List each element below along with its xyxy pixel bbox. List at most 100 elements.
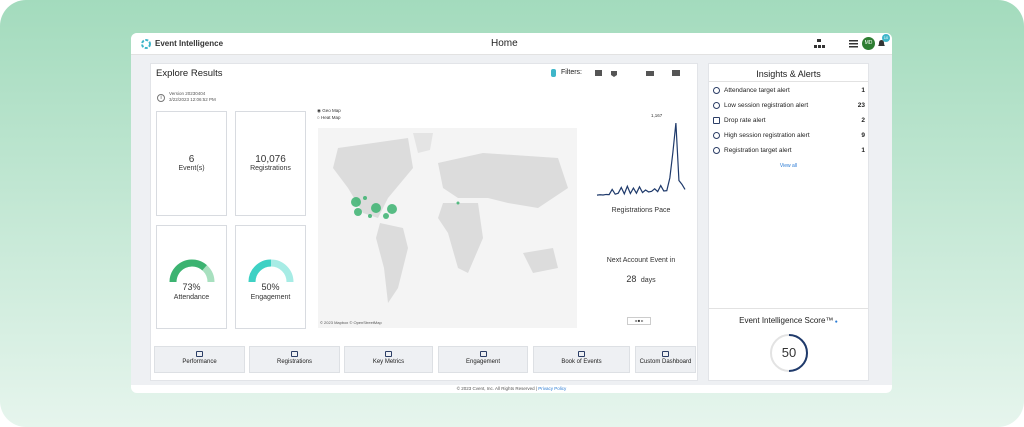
version: Version 20230404 xyxy=(169,91,206,96)
footer xyxy=(131,385,892,393)
carousel-pager[interactable]: ◂ ■ ▸ xyxy=(627,317,651,325)
gauge-value: 50% xyxy=(261,282,280,292)
score-value: 50 xyxy=(782,345,796,360)
pace-line xyxy=(596,122,686,196)
explore-panel: Explore Results Filters: i Version 20230… xyxy=(150,63,698,381)
insights-title: Insights & Alerts xyxy=(756,69,821,79)
next-event-count: 28 xyxy=(626,274,637,284)
score-title: Event Intelligence Score™ xyxy=(739,316,834,325)
filter-icons[interactable] xyxy=(551,68,691,79)
alert-row[interactable]: Attendance target alert 1 xyxy=(713,85,865,99)
alert-icon xyxy=(713,117,720,124)
gauge-label: Engagement xyxy=(250,294,291,301)
gauge-label: Attendance xyxy=(173,294,210,301)
top-bar: Event Intelligence Home MD 10 xyxy=(131,33,892,55)
pace-chart xyxy=(596,122,686,196)
map-option[interactable]: ○ Heat Map xyxy=(317,115,341,120)
alert-icon xyxy=(713,87,720,94)
alert-row[interactable]: Low session registration alert 23 xyxy=(713,100,865,114)
stat-card: 6 Event(s) xyxy=(156,111,227,216)
alert-row[interactable]: Registration target alert 1 xyxy=(713,145,865,159)
info-icon[interactable]: i xyxy=(157,94,165,102)
gauge-arc xyxy=(248,259,272,283)
panel-title: Explore Results xyxy=(156,68,223,79)
privacy-link[interactable]: Privacy Policy xyxy=(538,386,567,391)
nav-label: Registrations xyxy=(276,359,312,365)
stat-value: 10,076 xyxy=(255,154,286,165)
app-name: Event Intelligence xyxy=(155,39,224,48)
alert-count: 1 xyxy=(861,87,865,94)
alert-count: 1 xyxy=(861,147,865,154)
score-title-row: Event Intelligence Score™ ● xyxy=(709,316,868,325)
gauge-card: 73% Attendance xyxy=(156,225,227,329)
gauge xyxy=(248,259,294,283)
nav-icon xyxy=(479,351,487,357)
pace-title: Registrations Pace xyxy=(611,207,671,214)
nav-label: Book of Events xyxy=(561,359,602,365)
gauge-value: 73% xyxy=(182,282,201,292)
alert-icon xyxy=(713,132,720,139)
alert-label: High session registration alert xyxy=(724,132,810,139)
nav-icon xyxy=(291,351,298,357)
nav-button[interactable]: Custom Dashboard xyxy=(635,346,696,373)
alert-label: Attendance target alert xyxy=(724,87,790,94)
nav-icon xyxy=(578,351,585,357)
score-arc xyxy=(788,334,809,372)
nav-label: Performance xyxy=(182,359,217,365)
footer-text: © 2023 Cvent, Inc. All Rights Reserved |… xyxy=(131,386,892,391)
alert-count: 23 xyxy=(857,102,865,109)
nav-label: Engagement xyxy=(465,359,501,365)
divider xyxy=(709,81,868,82)
next-event-title: Next Account Event in xyxy=(606,257,676,264)
nav-icon xyxy=(662,351,669,357)
nav-label: Custom Dashboard xyxy=(639,359,692,365)
map-option-label: Heat Map xyxy=(320,115,341,120)
stat-label: Event(s) xyxy=(178,165,205,172)
timestamp: 3/22/2023 12:06:52 PM xyxy=(169,97,216,102)
divider xyxy=(709,308,868,309)
avatar[interactable]: MD xyxy=(862,37,875,50)
alert-count: 9 xyxy=(861,132,865,139)
map-option-label: Geo Map xyxy=(322,108,341,113)
world-map: © 2023 Mapbox © OpenStreetMap xyxy=(318,128,577,328)
logo xyxy=(141,39,151,49)
copyright: © 2023 Cvent, Inc. All Rights Reserved | xyxy=(456,386,537,391)
next-event-countdown: 28 days xyxy=(591,269,691,287)
alert-icon xyxy=(713,102,720,109)
nav-button[interactable]: Performance xyxy=(154,346,245,373)
alert-row[interactable]: Drop rate alert 2 xyxy=(713,115,865,129)
view-all-link[interactable]: View all xyxy=(779,163,798,169)
gauge xyxy=(169,259,215,283)
map-attribution: © 2023 Mapbox © OpenStreetMap xyxy=(320,320,382,325)
stat-value: 6 xyxy=(188,154,195,165)
alert-row[interactable]: High session registration alert 9 xyxy=(713,130,865,144)
gauge-arc xyxy=(169,259,207,283)
insights-panel: Insights & Alerts Attendance target aler… xyxy=(708,63,869,381)
notification-badge: 10 xyxy=(882,34,890,42)
nav-button[interactable]: Registrations xyxy=(249,346,340,373)
org-menu[interactable] xyxy=(814,39,828,49)
alert-icon xyxy=(713,147,720,154)
stat-card: 10,076 Registrations xyxy=(235,111,306,216)
info-icon[interactable]: ● xyxy=(833,319,838,325)
pace-peak-label: 1,167 xyxy=(651,113,663,118)
alert-label: Registration target alert xyxy=(724,147,792,154)
nav-icon xyxy=(385,351,392,357)
gauge-card: 50% Engagement xyxy=(235,225,306,329)
page-title: Home xyxy=(491,38,518,49)
next-event-unit: days xyxy=(640,277,656,284)
alert-count: 2 xyxy=(861,117,865,124)
app-window: Event Intelligence Home MD 10 Explore Re… xyxy=(131,33,892,393)
alert-label: Low session registration alert xyxy=(724,102,809,109)
alert-label: Drop rate alert xyxy=(724,117,766,124)
menu-icon[interactable] xyxy=(849,40,858,48)
nav-button[interactable]: Book of Events xyxy=(533,346,630,373)
score-ring: 50 xyxy=(770,334,809,372)
nav-icon xyxy=(196,351,203,357)
nav-button[interactable]: Key Metrics xyxy=(344,346,433,373)
nav-label: Key Metrics xyxy=(372,359,405,365)
filters-label[interactable]: Filters: xyxy=(561,69,582,76)
map-option[interactable]: ◉ Geo Map xyxy=(317,108,341,113)
nav-button[interactable]: Engagement xyxy=(438,346,528,373)
